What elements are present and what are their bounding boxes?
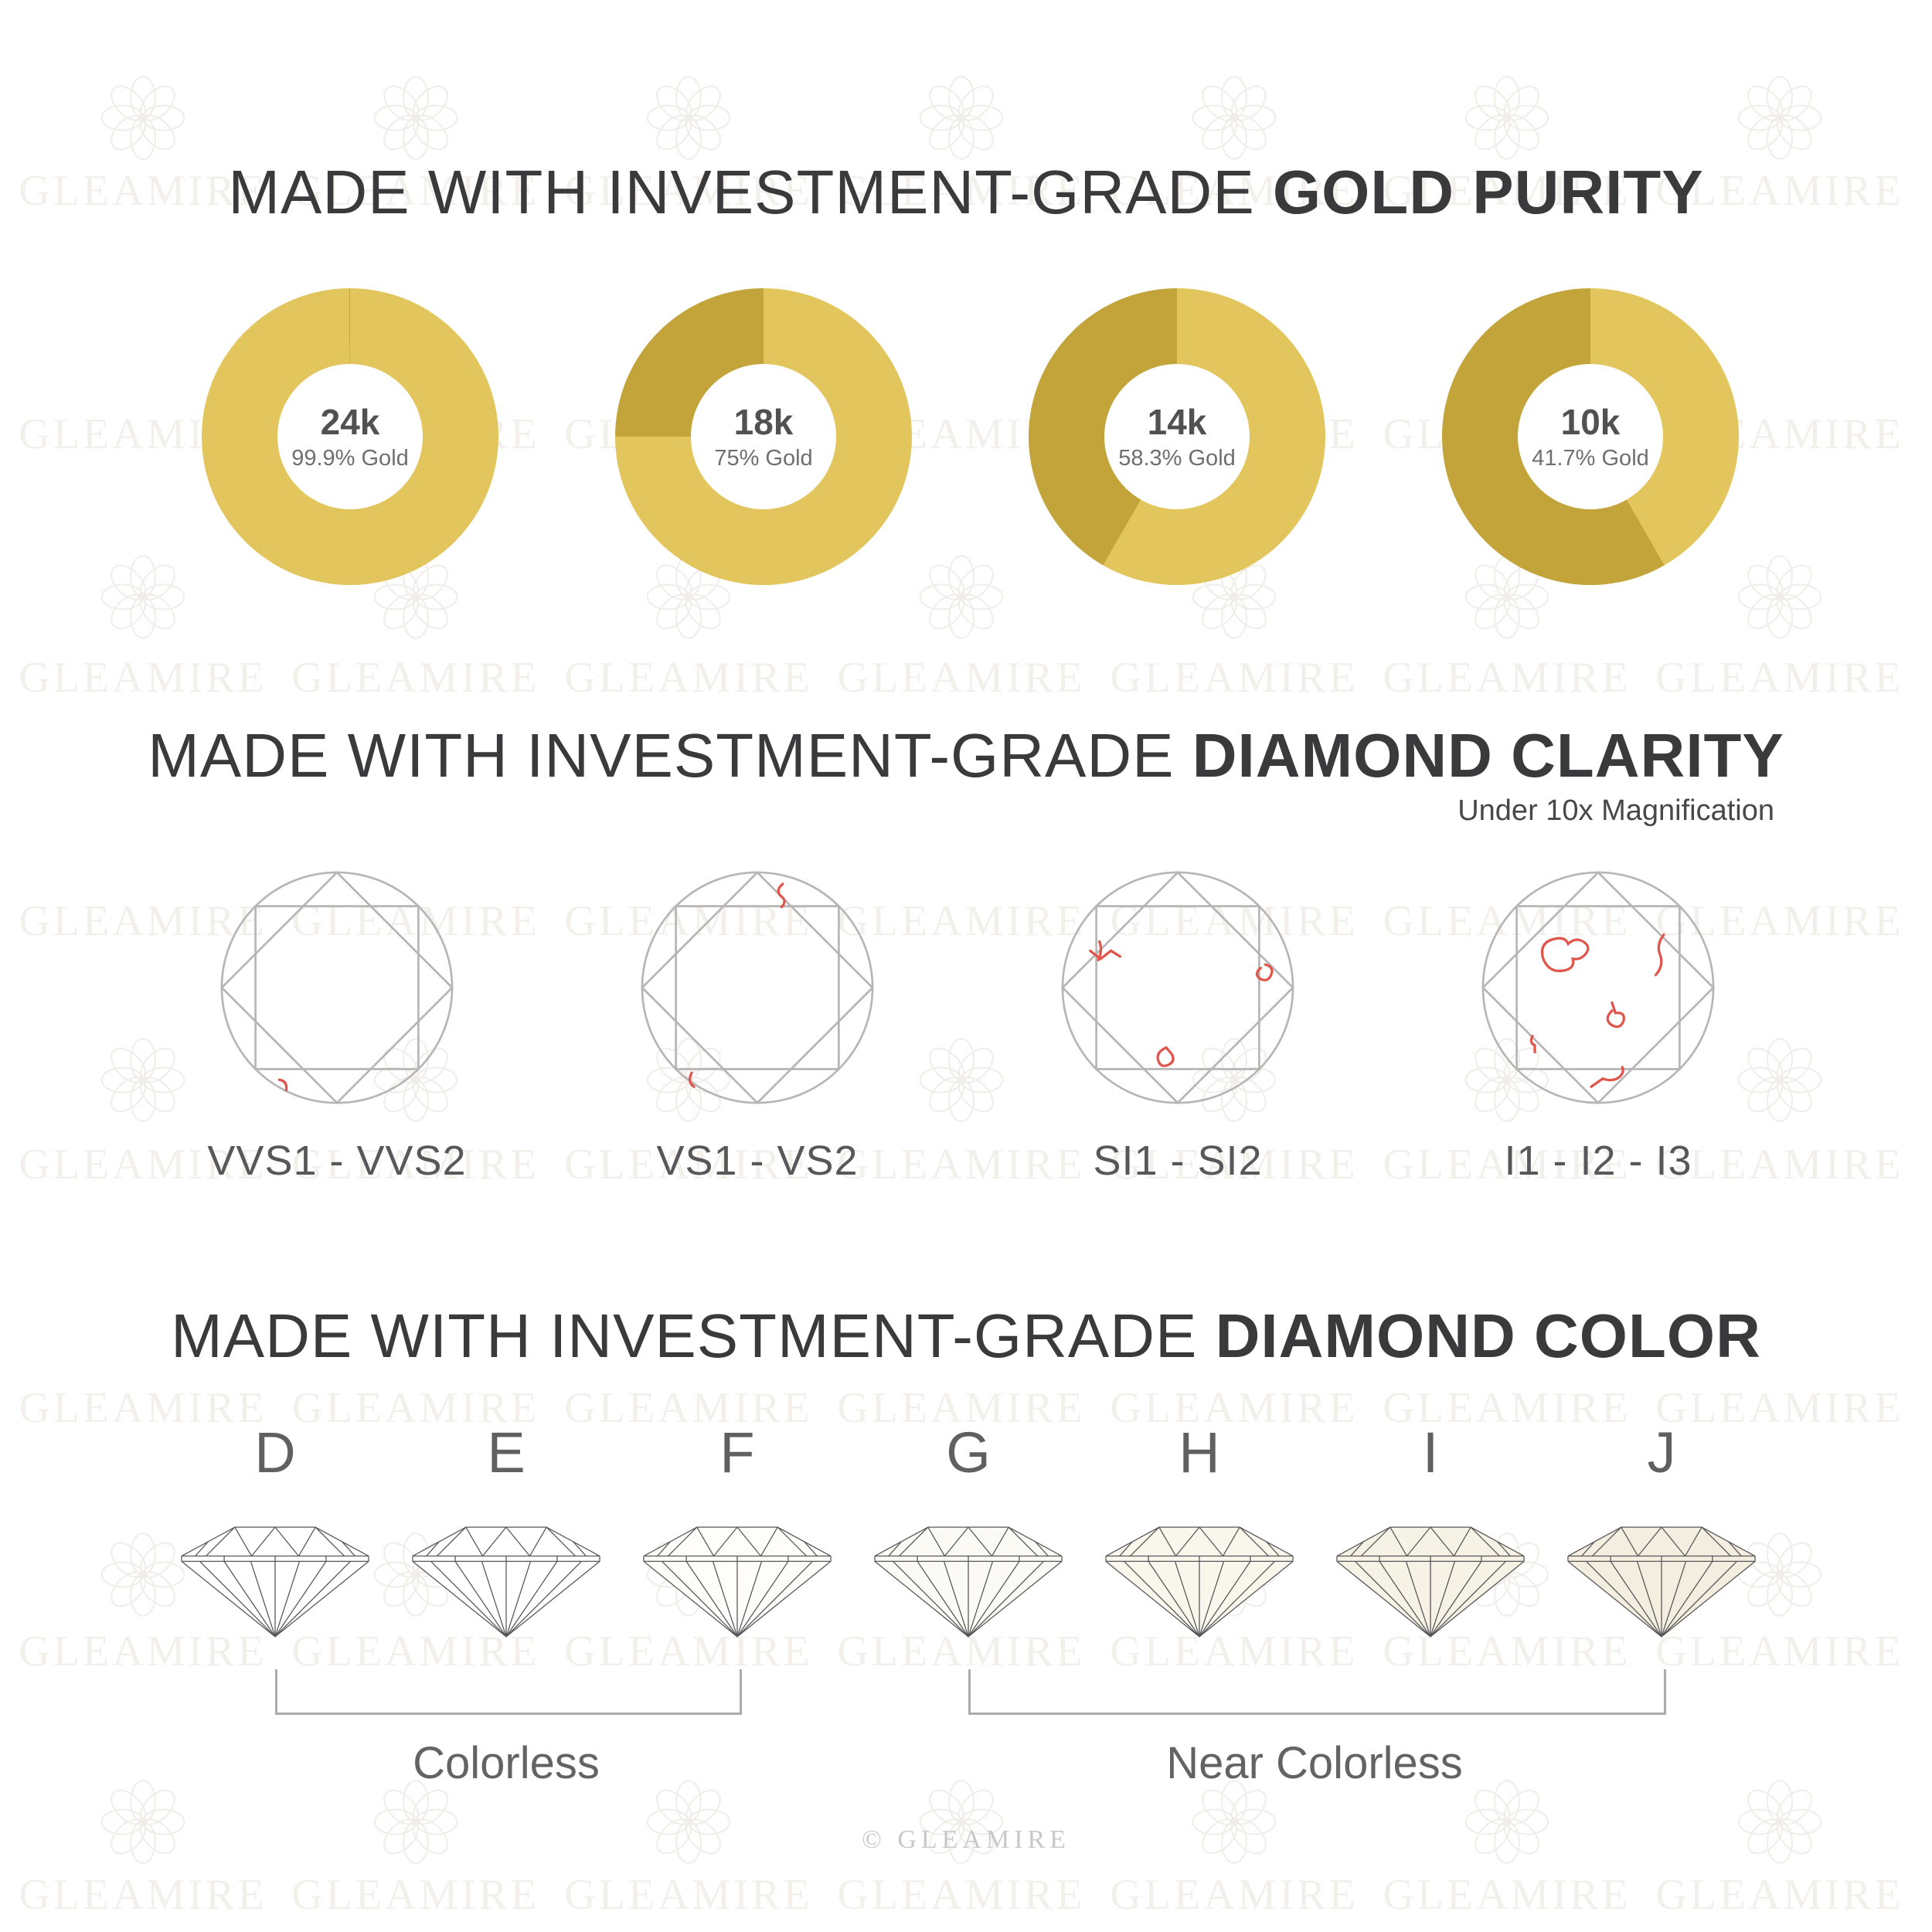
clarity-grade-label: VS1 - VS2 <box>656 1138 859 1184</box>
karat-value: 10k <box>1560 401 1621 442</box>
clarity-grade-label: VVS1 - VVS2 <box>207 1138 467 1184</box>
donut-center: 24k 99.9% Gold <box>277 364 423 509</box>
inclusion-mark <box>1590 1066 1624 1088</box>
diamond-clarity-title: MADE WITH INVESTMENT-GRADE DIAMOND CLARI… <box>0 720 1932 791</box>
diamond-color-title: MADE WITH INVESTMENT-GRADE DIAMOND COLOR <box>0 1301 1932 1372</box>
colorless-bracket <box>275 1669 742 1715</box>
clarity-diamond-topview <box>1481 871 1715 1104</box>
donut-center: 14k 58.3% Gold <box>1104 364 1250 509</box>
gold-purity-title-regular: MADE WITH INVESTMENT-GRADE <box>228 158 1255 226</box>
diamond-sideview <box>1336 1526 1525 1638</box>
color-grade-letter: G <box>946 1420 991 1485</box>
diamond-sideview <box>643 1526 832 1638</box>
color-grade-letter: F <box>719 1420 755 1485</box>
diamond-color-title-regular: MADE WITH INVESTMENT-GRADE <box>171 1301 1198 1370</box>
gold-purity-title: MADE WITH INVESTMENT-GRADE GOLD PURITY <box>0 157 1932 228</box>
gold-purity-donut: 18k 75% Gold <box>615 288 912 585</box>
gold-purity-donut: 10k 41.7% Gold <box>1442 288 1739 585</box>
clarity-diamond-topview <box>220 871 454 1104</box>
inclusion-mark <box>1255 963 1274 981</box>
inclusion-mark <box>1156 1046 1175 1067</box>
near-colorless-group-label: Near Colorless <box>1166 1738 1463 1788</box>
diamond-clarity-title-regular: MADE WITH INVESTMENT-GRADE <box>148 721 1175 790</box>
purity-label: 99.9% Gold <box>291 445 409 471</box>
diamond-sideview <box>1105 1526 1294 1638</box>
inclusion-mark <box>277 1078 288 1092</box>
inclusion-mark <box>777 883 786 909</box>
magnification-note: Under 10x Magnification <box>1458 794 1774 827</box>
diamond-sideview <box>412 1526 600 1638</box>
clarity-grade-label: SI1 - SI2 <box>1093 1138 1263 1184</box>
purity-label: 41.7% Gold <box>1532 445 1649 471</box>
donut-center: 10k 41.7% Gold <box>1518 364 1663 509</box>
color-grade-letter: J <box>1647 1420 1676 1485</box>
inclusion-mark <box>1529 1034 1536 1054</box>
donut-center: 18k 75% Gold <box>691 364 836 509</box>
color-grade-letter: D <box>254 1420 296 1485</box>
diamond-sideview <box>874 1526 1063 1638</box>
karat-value: 14k <box>1147 401 1207 442</box>
clarity-diamond-topview <box>1061 871 1294 1104</box>
gold-purity-donut: 24k 99.9% Gold <box>202 288 498 585</box>
color-grade-letter: H <box>1179 1420 1220 1485</box>
diamond-clarity-title-bold: DIAMOND CLARITY <box>1192 721 1784 790</box>
inclusion-mark <box>1606 1001 1625 1029</box>
purity-label: 75% Gold <box>714 445 813 471</box>
colorless-group-label: Colorless <box>413 1738 600 1788</box>
copyright-line: © GLEAMIRE <box>862 1825 1070 1854</box>
inclusion-mark <box>689 1071 696 1088</box>
karat-value: 24k <box>320 401 380 442</box>
clarity-diamond-topview <box>641 871 874 1104</box>
diamond-sideview <box>1567 1526 1756 1638</box>
clarity-grade-label: I1 - I2 - I3 <box>1504 1138 1692 1184</box>
inclusion-mark <box>1540 937 1590 973</box>
gold-purity-title-bold: GOLD PURITY <box>1272 158 1704 226</box>
inclusion-mark <box>1654 933 1665 977</box>
diamond-color-title-bold: DIAMOND COLOR <box>1215 1301 1761 1370</box>
color-grade-letter: E <box>487 1420 526 1485</box>
karat-value: 18k <box>733 401 794 442</box>
gold-purity-donut: 14k 58.3% Gold <box>1029 288 1325 585</box>
inclusion-mark <box>1089 940 1122 961</box>
color-grade-letter: I <box>1422 1420 1439 1485</box>
near-colorless-bracket <box>968 1669 1666 1715</box>
purity-label: 58.3% Gold <box>1118 445 1236 471</box>
diamond-sideview <box>181 1526 369 1638</box>
